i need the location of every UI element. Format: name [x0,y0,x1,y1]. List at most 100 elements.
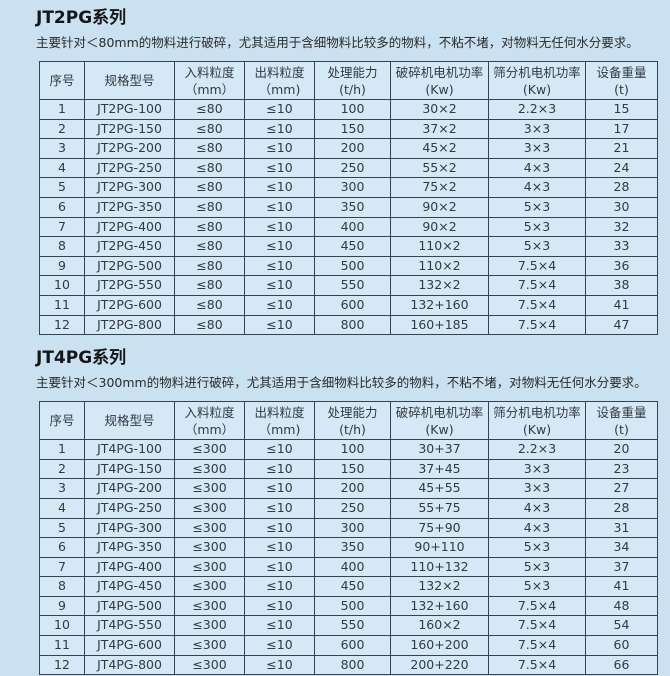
table-cell: 90+110 [390,537,489,558]
table-cell: 5×3 [488,576,586,597]
table-cell: 200 [314,478,391,499]
table-cell: 20 [585,439,658,460]
table-cell: 31 [585,517,658,539]
table-cell: 17 [585,118,658,140]
table-cell: 11 [39,294,85,316]
section-description-jt4pg: 主要针对＜300mm的物料进行破碎，尤其适用于含细物料比较多的物料，不粘不堵，对… [36,375,647,391]
table-cell: ≤10 [244,517,315,539]
table-cell: 75×2 [390,177,489,198]
table-cell: 5×3 [488,216,586,238]
table-cell: JT4PG-100 [84,439,175,460]
table-cell: ≤10 [244,576,315,597]
table-row: 7 JT2PG-400 ≤80 ≤10 400 90×2 5×3 32 [39,216,658,238]
table-cell: ≤300 [174,458,245,480]
column-header: 出料粒度 （mm) [244,401,315,441]
table-cell: 450 [314,576,391,597]
table-cell: 160+185 [390,314,489,336]
spec-table-jt2pg: 序号 规格型号 入料粒度 （mm） 出料粒度 （mm) 处理能力 (t/h) 破碎机电机功… [39,61,658,336]
table-cell: ≤80 [174,157,245,179]
table-cell: 7 [39,556,85,578]
table-cell: 132+160 [390,294,489,316]
table-header-row: 序号 规格型号 入料粒度 （mm） 出料粒度 （mm) 处理能力 (t/h) 破碎机电机功… [39,61,658,100]
table-row: 6 JT2PG-350 ≤80 ≤10 350 90×2 5×3 30 [39,196,658,218]
table-cell: 4 [39,157,85,179]
table-cell: ≤80 [174,216,245,238]
table-cell: 5×3 [488,556,586,578]
table-row: 12 JT4PG-800 ≤300 ≤10 800 200+220 7.5×4 66 [39,654,658,676]
table-cell: ≤80 [174,99,245,120]
table-cell: 8 [39,576,85,597]
table-cell: 300 [314,517,391,539]
table-cell: 34 [585,537,658,558]
table-cell: ≤10 [244,294,315,316]
table-cell: 47 [585,314,658,336]
table-cell: ≤10 [244,216,315,238]
table-cell: JT2PG-100 [84,99,175,120]
table-cell: 8 [39,236,85,257]
table-cell: 110×2 [390,255,489,277]
table-cell: JT4PG-500 [84,595,175,617]
table-cell: ≤80 [174,294,245,316]
table-cell: 110+132 [390,556,489,578]
table-cell: 7.5×4 [488,294,586,316]
table-cell: 160+200 [390,635,489,656]
table-cell: 60 [585,635,658,656]
table-cell: ≤10 [244,478,315,499]
table-cell: 12 [39,654,85,676]
table-cell: 300 [314,177,391,198]
column-header: 设备重量 (t) [585,61,658,100]
table-cell: 3×3 [488,118,586,140]
table-cell: JT4PG-800 [84,654,175,676]
table-cell: 30+37 [390,439,489,460]
section-jt4pg: JT4PG系列 主要针对＜300mm的物料进行破碎，尤其适用于含细物料比较多的物… [36,348,658,676]
table-cell: JT2PG-550 [84,275,175,296]
column-header: 序号 [39,401,85,441]
table-cell: 54 [585,615,658,637]
table-cell: ≤10 [244,615,315,637]
table-cell: ≤10 [244,497,315,519]
table-cell: 7.5×4 [488,314,586,336]
table-cell: ≤10 [244,118,315,140]
table-row: 5 JT4PG-300 ≤300 ≤10 300 75+90 4×3 31 [39,517,658,539]
table-cell: 7.5×4 [488,255,586,277]
table-cell: ≤10 [244,439,315,460]
table-cell: 3×3 [488,138,586,159]
table-cell: ≤300 [174,615,245,637]
table-cell: 24 [585,157,658,179]
table-cell: JT4PG-450 [84,576,175,597]
table-cell: JT2PG-400 [84,216,175,238]
table-cell: ≤300 [174,478,245,499]
table-cell: ≤80 [174,314,245,336]
table-cell: 200+220 [390,654,489,676]
table-cell: 3×3 [488,458,586,480]
table-cell: 27 [585,478,658,499]
table-cell: 4×3 [488,157,586,179]
table-cell: 7.5×4 [488,615,586,637]
column-header: 破碎机电机功率 (Kw) [390,61,489,100]
column-header: 入料粒度 （mm） [174,61,245,100]
table-cell: 55+75 [390,497,489,519]
table-cell: 5×3 [488,236,586,257]
table-row: 5 JT2PG-300 ≤80 ≤10 300 75×2 4×3 28 [39,177,658,198]
table-cell: ≤10 [244,458,315,480]
table-cell: ≤10 [244,314,315,336]
table-cell: 37×2 [390,118,489,140]
column-header: 破碎机电机功率 (Kw) [390,401,489,441]
table-row: 10 JT4PG-550 ≤300 ≤10 550 160×2 7.5×4 54 [39,615,658,637]
table-cell: 3×3 [488,478,586,499]
table-cell: 37+45 [390,458,489,480]
table-cell: 100 [314,439,391,460]
table-cell: JT4PG-350 [84,537,175,558]
column-header: 入料粒度 （mm） [174,401,245,441]
table-cell: JT2PG-250 [84,157,175,179]
table-cell: 600 [314,294,391,316]
table-cell: ≤10 [244,275,315,296]
table-row: 8 JT2PG-450 ≤80 ≤10 450 110×2 5×3 33 [39,236,658,257]
table-cell: 550 [314,615,391,637]
column-header: 出料粒度 （mm) [244,61,315,100]
table-row: 3 JT4PG-200 ≤300 ≤10 200 45+55 3×3 27 [39,478,658,499]
table-cell: 4×3 [488,497,586,519]
table-cell: 90×2 [390,196,489,218]
table-cell: 550 [314,275,391,296]
table-cell: 66 [585,654,658,676]
